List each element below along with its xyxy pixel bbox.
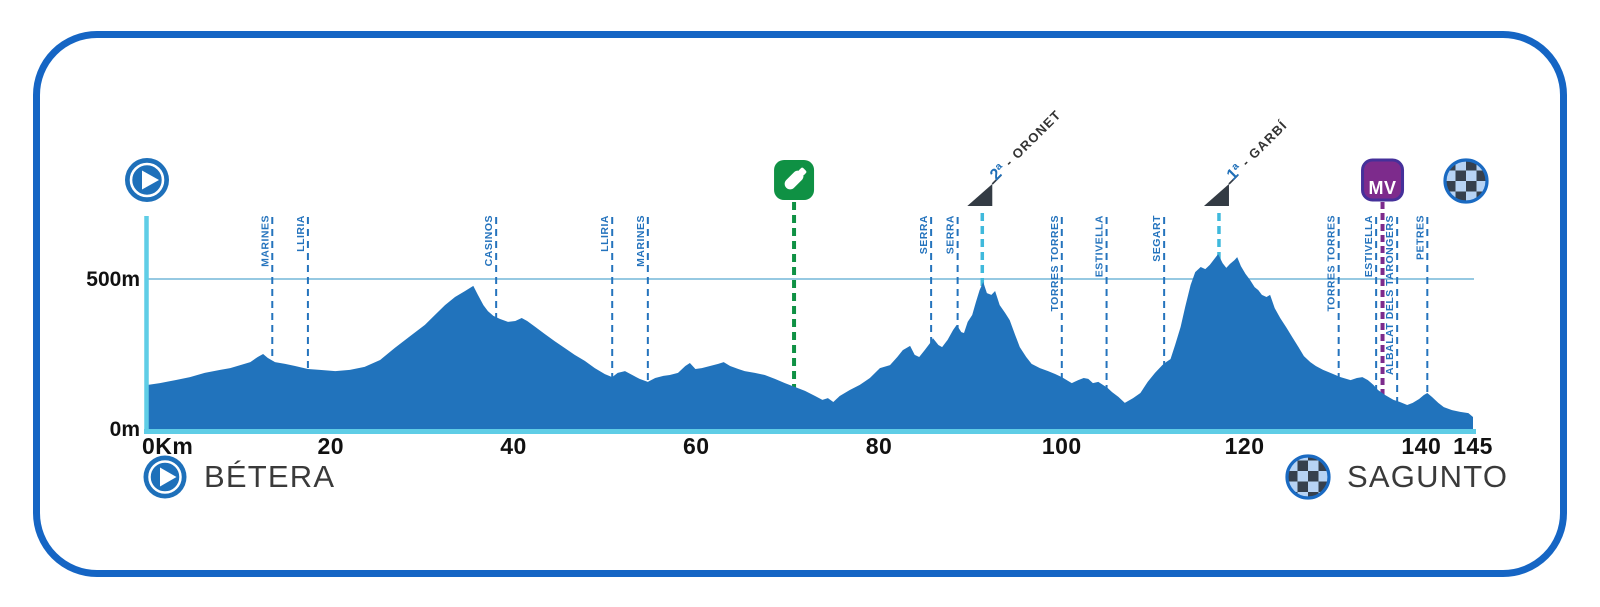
sprint-label: MV <box>1369 178 1397 198</box>
x-tick-label: 20 <box>317 433 344 459</box>
start-city-label: BÉTERA <box>204 459 336 494</box>
waypoint-label: MARINES <box>635 215 647 267</box>
climb-label: 2ª - ORONET <box>987 106 1065 184</box>
x-tick-label: 100 <box>1042 433 1082 459</box>
waypoint-label: MARINES <box>259 215 271 267</box>
waypoint-label: ESTIVELLA <box>1094 215 1106 277</box>
play-triangle-icon <box>142 170 159 190</box>
finish-icon <box>1285 454 1331 500</box>
bidon-icon <box>784 167 807 190</box>
start-icon <box>125 158 169 202</box>
feed-zone-icon <box>774 160 815 200</box>
waypoint-label: ESTIVELLA <box>1363 215 1375 277</box>
x-tick-label: 145 <box>1453 433 1493 459</box>
x-tick-label: 40 <box>500 433 527 459</box>
x-tick-label: 80 <box>866 433 893 459</box>
x-tick-label: 120 <box>1225 433 1265 459</box>
play-triangle-icon <box>160 467 177 487</box>
waypoint-label: LLIRIA <box>295 215 307 252</box>
x-axis-line <box>144 429 1476 434</box>
x-tick-label: 0Km <box>142 433 193 459</box>
waypoint-label: SEGART <box>1151 215 1163 262</box>
x-tick-label: 140 <box>1401 433 1441 459</box>
waypoint-label: LLIRIA <box>599 215 611 252</box>
chart-layer: MARINES LLIRIA CASINOS LLIRIA MARINES SERRA SE… <box>86 106 1493 459</box>
climb-mountain-icon <box>967 184 993 206</box>
waypoint-label: CASINOS <box>483 215 495 266</box>
waypoint-label: TORRES TORRES <box>1049 215 1061 312</box>
climb-mountain-icon <box>1203 184 1229 206</box>
waypoint-label: TORRES TORRES <box>1326 215 1338 312</box>
checkered-flag-icon <box>1445 160 1487 202</box>
waypoint-label: PETRES <box>1414 215 1426 260</box>
elevation-area <box>148 254 1473 429</box>
y-axis-label: 0m <box>110 418 140 441</box>
climb-label: 1ª - GARBÍ <box>1224 117 1291 184</box>
waypoint-label: SERRA <box>918 215 930 254</box>
finish-city-label: SAGUNTO <box>1347 459 1509 494</box>
x-tick-label: 60 <box>683 433 710 459</box>
checkered-flag-icon <box>1287 456 1329 498</box>
y-axis-label: 500m <box>86 268 140 291</box>
sprint-icon: MV <box>1361 158 1405 202</box>
climb-slope-line <box>991 174 1002 185</box>
finish-city: SAGUNTO <box>1285 453 1508 501</box>
frame-border <box>33 31 1567 577</box>
start-icon <box>143 455 187 499</box>
climb-slope-line <box>1228 174 1239 185</box>
waypoint-label: SERRA <box>945 215 957 254</box>
finish-icon <box>1443 158 1489 204</box>
waypoint-label: ALBALAT DELS TARONGERS <box>1384 215 1396 375</box>
start-city: BÉTERA <box>142 453 335 501</box>
